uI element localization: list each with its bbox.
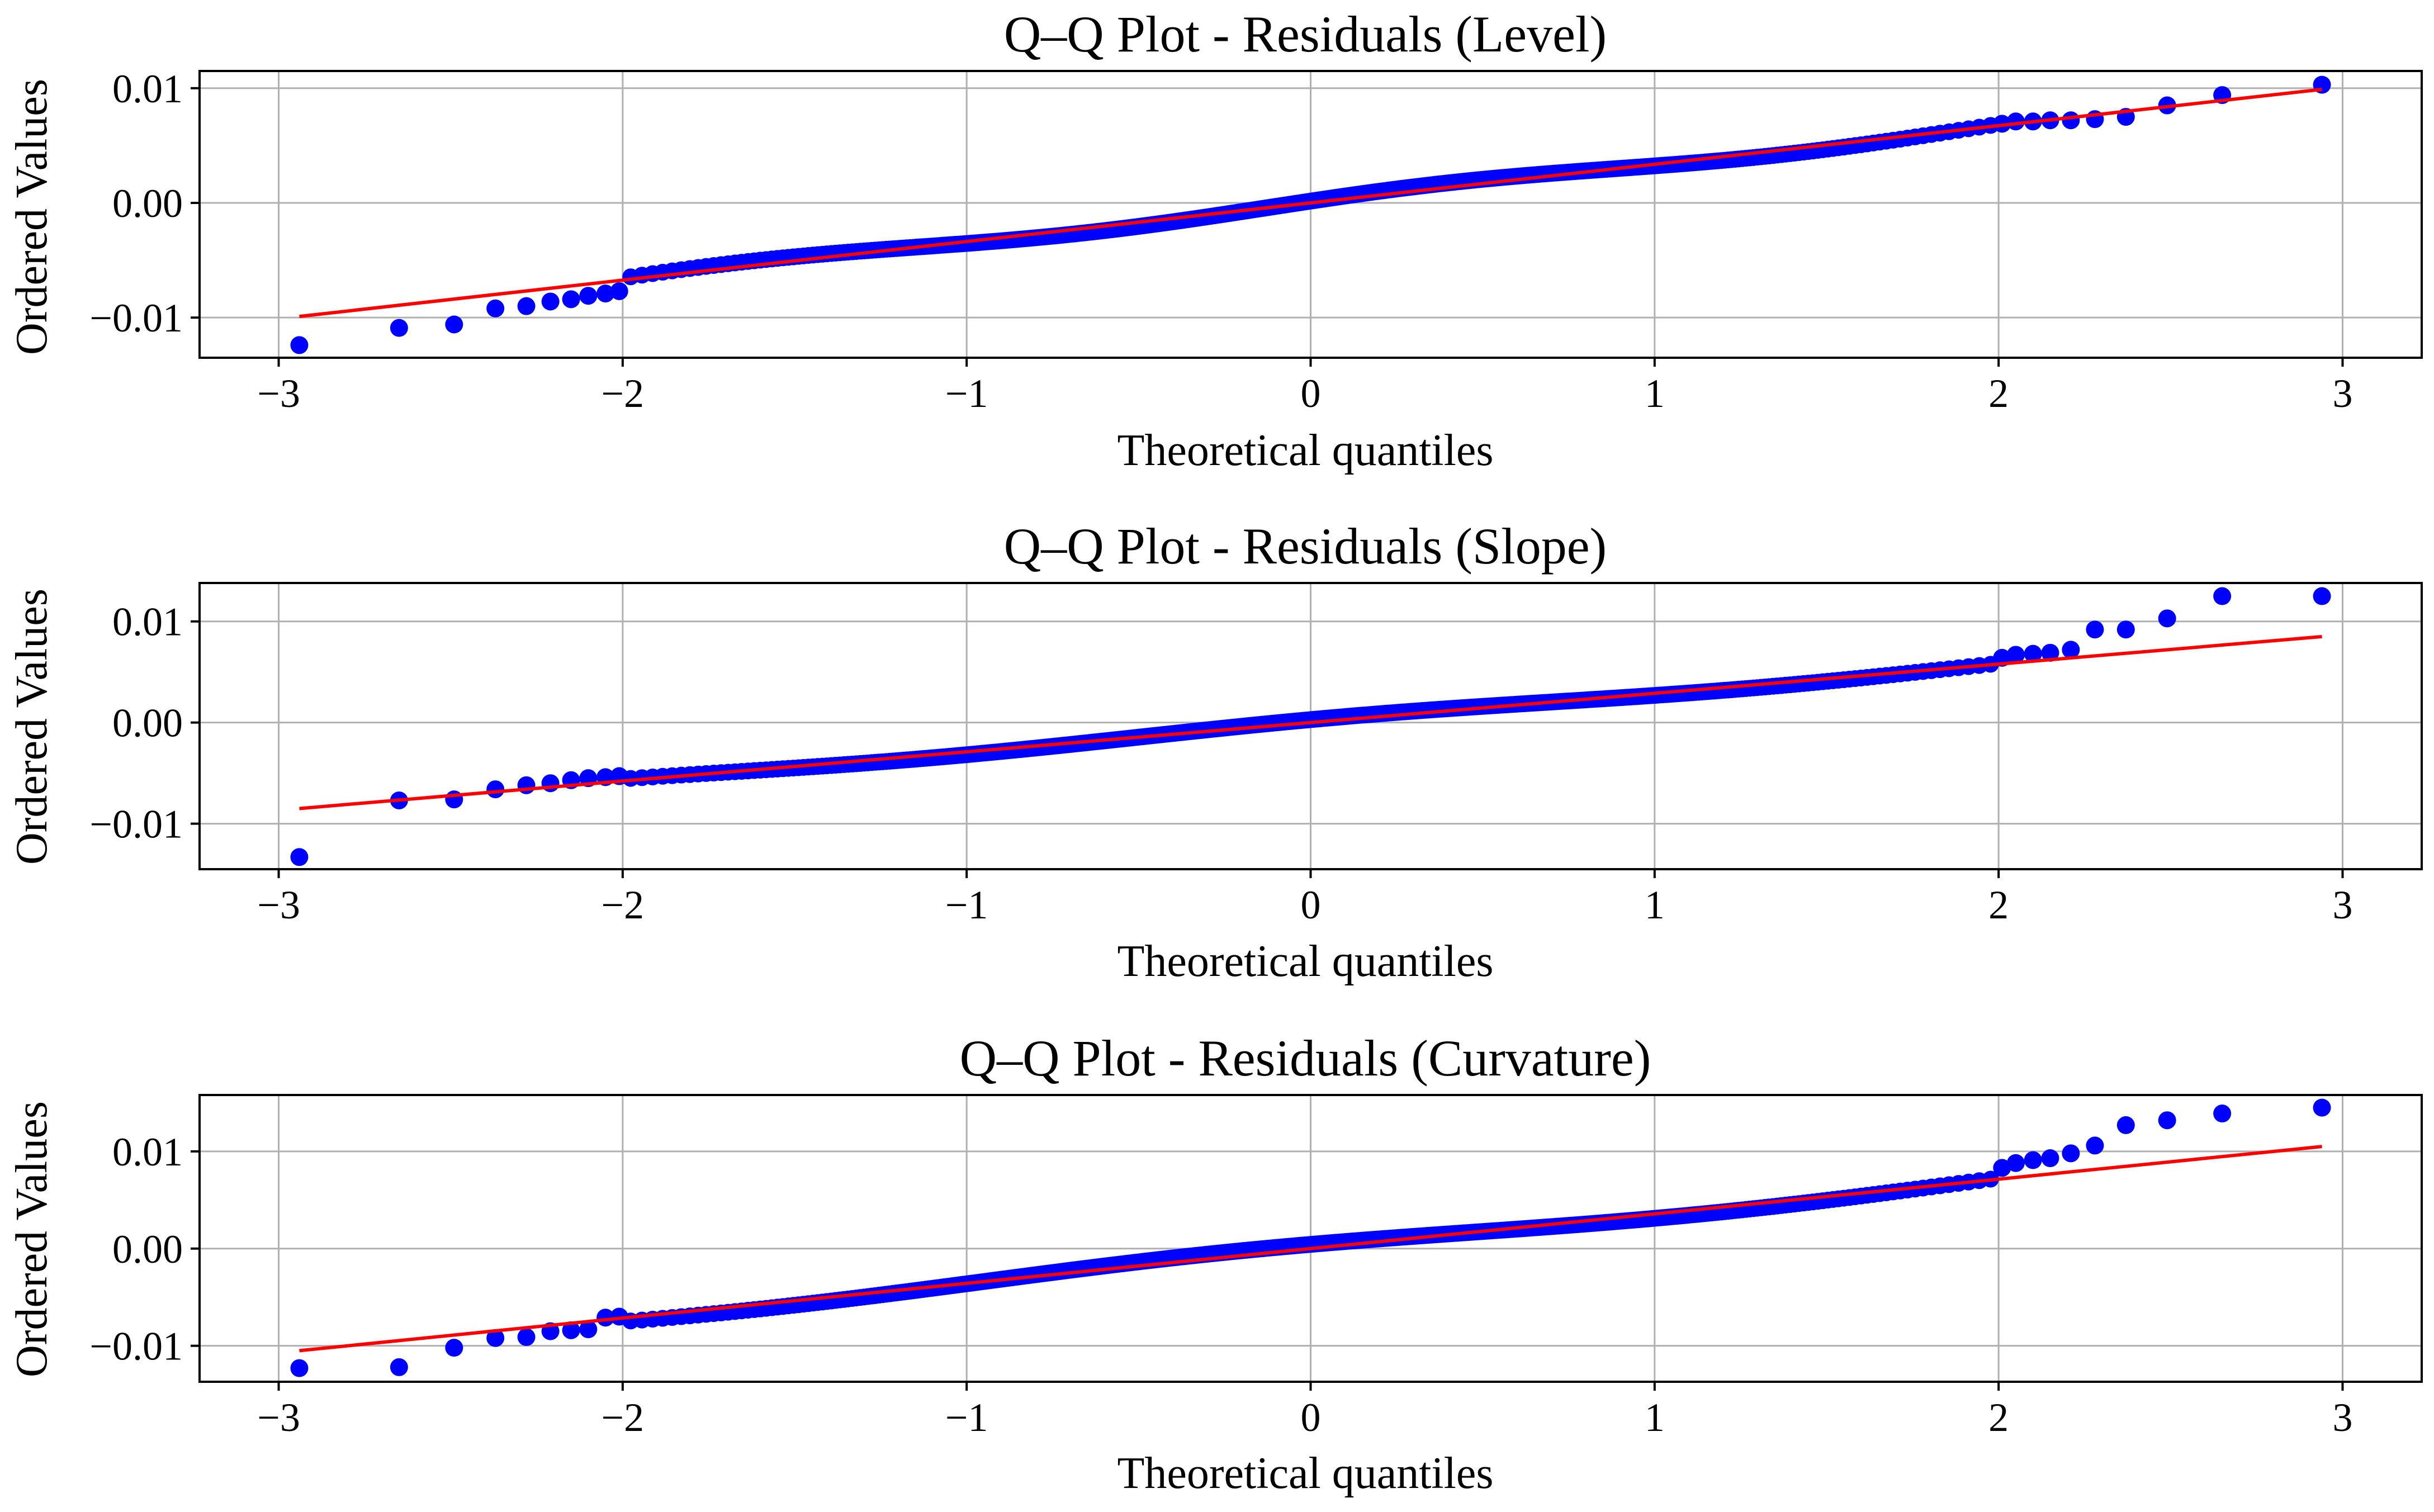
data-point (2006, 646, 2025, 664)
x-tick-label: −2 (602, 883, 645, 927)
x-tick-label: 2 (1988, 371, 2009, 416)
data-point (2006, 112, 2025, 131)
data-point (390, 319, 408, 337)
data-point (541, 774, 560, 793)
data-point (445, 1339, 463, 1357)
y-axis-label: Ordered Values (7, 1101, 56, 1377)
data-point (610, 282, 628, 300)
data-point (2313, 587, 2331, 605)
y-axis-label: Ordered Values (7, 79, 56, 355)
x-tick-label: 2 (1988, 1395, 2009, 1440)
data-point (290, 848, 309, 866)
panel-level: Q–Q Plot - Residuals (Level) Ordered Val… (7, 6, 2423, 475)
x-tick-label: −1 (945, 371, 988, 416)
data-point (2158, 1111, 2176, 1130)
fit-line (299, 1145, 2322, 1353)
y-tick-label: 0.00 (112, 701, 183, 746)
data-point (2062, 641, 2080, 659)
data-point (2062, 1144, 2080, 1163)
data-point (517, 776, 536, 794)
data-point (2086, 1136, 2104, 1155)
x-tick-label: −3 (257, 883, 300, 927)
x-tick-label: 1 (1645, 883, 1665, 927)
fit-line (299, 87, 2322, 319)
data-point (2006, 1154, 2025, 1172)
data-point (2116, 620, 2135, 639)
plot-area-slope: −3 −2 −1 0 1 2 3 −0.01 0.00 0.01 (89, 582, 2423, 927)
data-point (2313, 1098, 2331, 1117)
data-point (596, 285, 615, 303)
data-point (1993, 1159, 2011, 1177)
y-tick-label: 0.01 (112, 67, 183, 111)
y-axis-label: Ordered Values (7, 589, 56, 865)
x-axis-label: Theoretical quantiles (1117, 937, 1493, 986)
plot-area-level: −3 −2 −1 0 1 2 3 −0.01 0.00 0.01 (89, 67, 2423, 416)
data-point (2062, 111, 2080, 130)
data-point (2213, 1105, 2232, 1123)
chart-title: Q–Q Plot - Residuals (Slope) (1004, 518, 1607, 575)
data-point (2116, 1116, 2135, 1134)
x-axis-label: Theoretical quantiles (1117, 426, 1493, 475)
y-tick-label: −0.01 (89, 1324, 183, 1369)
x-tick-label: 1 (1645, 1395, 1665, 1440)
data-point (517, 297, 536, 315)
y-tick-label: −0.01 (89, 802, 183, 847)
data-point (390, 1358, 408, 1376)
chart-title: Q–Q Plot - Residuals (Curvature) (960, 1030, 1651, 1087)
data-point (579, 1320, 598, 1339)
x-tick-label: 0 (1301, 883, 1321, 927)
x-tick-label: 3 (2332, 1395, 2352, 1440)
data-point (2041, 1149, 2059, 1168)
data-point (579, 287, 598, 305)
y-tick-label: 0.00 (112, 181, 183, 226)
y-tick-label: −0.01 (89, 296, 183, 340)
data-point (486, 299, 505, 317)
x-tick-label: −2 (602, 371, 645, 416)
y-tick-label: 0.01 (112, 1130, 183, 1174)
data-point (445, 315, 463, 334)
data-point (486, 1329, 505, 1347)
x-tick-label: −1 (945, 1395, 988, 1440)
x-tick-label: −2 (602, 1395, 645, 1440)
x-tick-label: −3 (257, 371, 300, 416)
data-point (2024, 1151, 2042, 1169)
panel-curvature: Q–Q Plot - Residuals (Curvature) Ordered… (7, 1030, 2423, 1498)
x-axis-label: Theoretical quantiles (1117, 1449, 1493, 1498)
data-point (610, 1307, 628, 1326)
chart-title: Q–Q Plot - Residuals (Level) (1004, 6, 1607, 63)
data-point (2024, 644, 2042, 663)
data-point (562, 1321, 580, 1339)
x-tick-label: 0 (1301, 371, 1321, 416)
data-point (2158, 609, 2176, 628)
x-tick-label: 2 (1988, 883, 2009, 927)
x-tick-label: 0 (1301, 1395, 1321, 1440)
data-point (2086, 620, 2104, 639)
x-tick-label: −3 (257, 1395, 300, 1440)
data-point (290, 336, 309, 354)
y-tick-label: 0.00 (112, 1227, 183, 1272)
x-tick-label: −1 (945, 883, 988, 927)
data-point (517, 1328, 536, 1347)
x-tick-label: 3 (2332, 371, 2352, 416)
data-point (486, 780, 505, 799)
x-tick-label: 3 (2332, 883, 2352, 927)
data-point (562, 290, 580, 309)
x-tick-label: 1 (1645, 371, 1665, 416)
plot-area-curvature: −3 −2 −1 0 1 2 3 −0.01 0.00 0.01 (89, 1094, 2423, 1440)
data-point (596, 1309, 615, 1327)
panel-slope: Q–Q Plot - Residuals (Slope) Ordered Val… (7, 518, 2423, 986)
data-point (541, 292, 560, 311)
data-point (290, 1359, 309, 1377)
data-point (2213, 587, 2232, 605)
fit-line (299, 634, 2322, 810)
data-point (2041, 643, 2059, 662)
y-tick-label: 0.01 (112, 600, 183, 644)
